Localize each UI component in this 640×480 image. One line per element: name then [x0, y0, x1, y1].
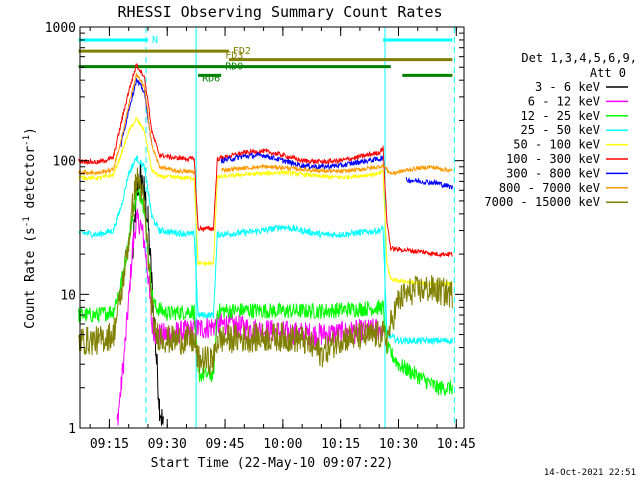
legend-entry-label: 3 - 6 keV	[535, 80, 600, 94]
series-line-6	[120, 78, 453, 190]
y-tick-label: 1	[68, 422, 76, 437]
y-axis: 1 10 100 1000	[45, 21, 464, 437]
generation-timestamp: 14-Oct-2021 22:51	[544, 468, 636, 478]
legend-header-attenuator: Att 0	[590, 66, 626, 80]
x-axis-label: Start Time (22-May-10 09:07:22)	[151, 456, 394, 471]
series-line-7	[78, 73, 453, 177]
y-axis-label: Count Rate (s-1 detector-1)	[22, 127, 38, 329]
x-tick-label: 10:30	[379, 437, 418, 452]
plot-frame	[79, 26, 465, 429]
state-bar-label: RD0	[225, 62, 243, 73]
series-line-8	[78, 167, 453, 376]
chart-title: RHESSI Observing Summary Count Rates	[117, 3, 442, 21]
legend-entry-label: 7000 - 15000 keV	[484, 195, 600, 209]
series-line-5	[78, 63, 453, 258]
legend-entry-label: 800 - 7000 keV	[499, 181, 600, 195]
series-line-1	[116, 208, 384, 426]
x-tick-label: 10:00	[263, 437, 302, 452]
state-bar-label: FD3	[225, 51, 243, 62]
series-line-4	[78, 115, 453, 287]
legend-entry-label: 25 - 50 keV	[521, 123, 600, 137]
series-line-0	[132, 162, 164, 426]
y-axis-label-mid: detector	[23, 146, 38, 217]
y-tick-label: 100	[53, 155, 76, 170]
y-tick-label: 1000	[45, 21, 76, 36]
x-tick-label: 10:45	[437, 437, 476, 452]
legend-entry-label: 300 - 800 keV	[506, 166, 600, 180]
y-tick-label: 10	[60, 288, 76, 303]
series-line-3	[78, 155, 453, 346]
legend-header-detectors: Det 1,3,4,5,6,9,	[521, 51, 637, 65]
state-bar-label: RD6	[202, 73, 220, 84]
state-bar-label: FD2	[233, 46, 251, 57]
x-axis: 09:15 09:30 09:45 10:00 10:15 10:30 10:45	[89, 27, 476, 452]
y-axis-label-main: Count Rate (s	[23, 227, 38, 329]
state-bar-label: N	[152, 35, 158, 46]
legend-entry-label: 100 - 300 keV	[506, 152, 600, 166]
x-tick-label: 09:45	[205, 437, 244, 452]
x-tick-label: 09:30	[148, 437, 187, 452]
x-tick-label: 09:15	[90, 437, 129, 452]
y-axis-label-sup2: -1	[22, 135, 32, 146]
x-tick-label: 10:15	[321, 437, 360, 452]
y-axis-label-end: )	[23, 127, 38, 135]
series-line-2	[78, 187, 453, 396]
legend-entry-label: 6 - 12 keV	[528, 94, 600, 108]
legend-entry-label: 50 - 100 keV	[513, 138, 600, 152]
legend-entry-label: 12 - 25 keV	[521, 109, 600, 123]
y-axis-label-sup1: -1	[22, 216, 32, 227]
